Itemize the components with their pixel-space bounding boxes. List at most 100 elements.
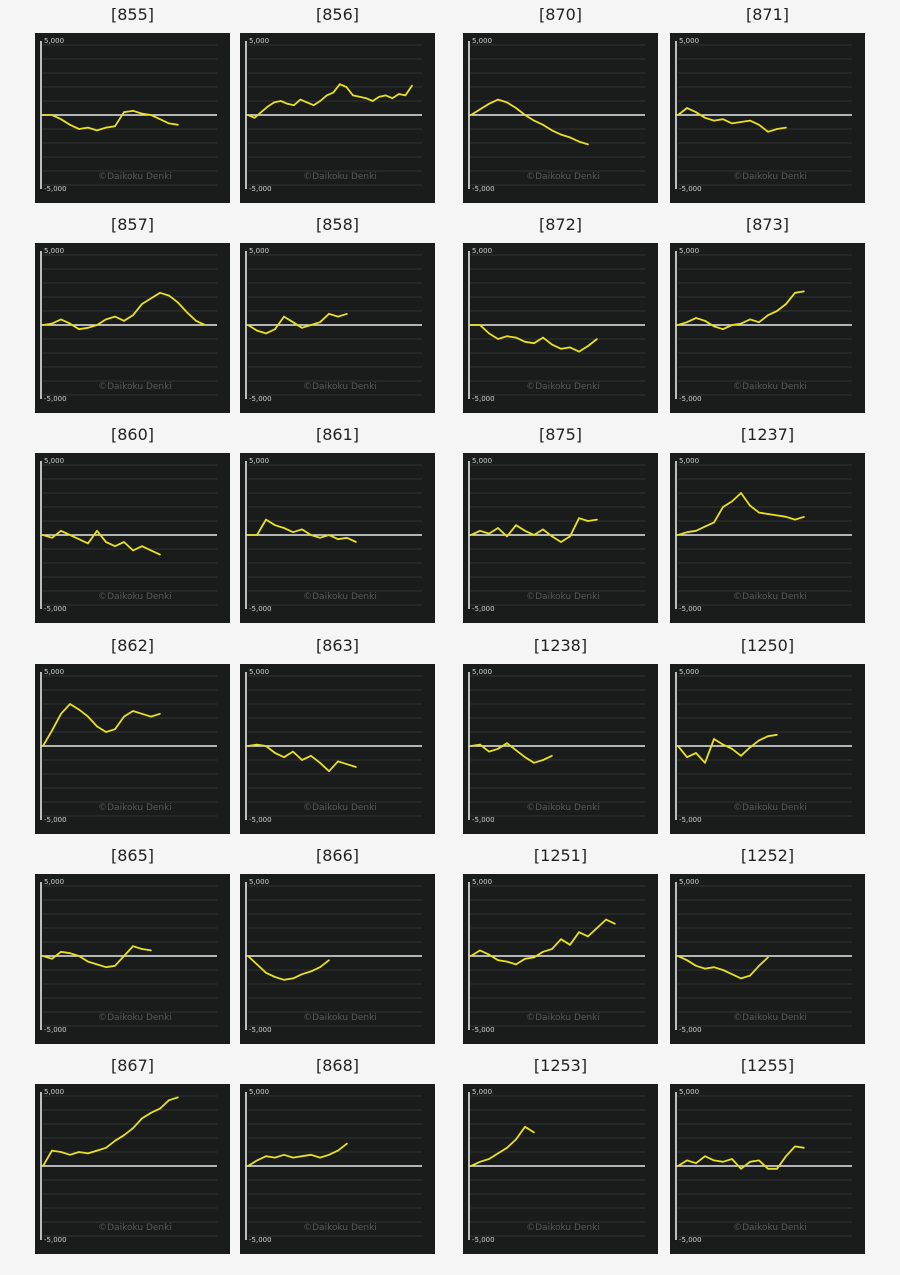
data-point	[686, 531, 688, 533]
data-point	[337, 538, 339, 540]
data-point	[470, 534, 472, 536]
chart-panel: 5,000 -5,000 ©Daikoku Denki	[35, 874, 230, 1044]
chart-title: [855]	[110, 5, 155, 24]
data-point	[51, 1149, 53, 1152]
data-point	[283, 527, 285, 529]
data-point	[319, 100, 321, 102]
chart-title: [873]	[745, 215, 790, 234]
data-point	[265, 1155, 267, 1157]
y-tick-label-min: -5,000	[44, 605, 67, 613]
data-point	[247, 745, 249, 747]
line-chart-svg: 5,000 -5,000 ©Daikoku Denki	[40, 878, 217, 1034]
chart-cell: [866] 5,000 -5,000 ©Daikoku Denki	[240, 846, 435, 1044]
data-point	[346, 763, 348, 765]
watermark: ©Daikoku Denki	[733, 1013, 807, 1023]
data-point	[542, 124, 544, 126]
chart-title: [1253]	[533, 1056, 588, 1075]
chart-cell: [1251] 5,000 -5,000 ©Daikoku Denki	[463, 846, 658, 1044]
data-point	[749, 318, 751, 321]
chart-cell: [873] 5,000 -5,000 ©Daikoku Denki	[670, 215, 865, 413]
data-point	[69, 952, 71, 954]
line-chart-svg: 5,000 -5,000 ©Daikoku Denki	[245, 878, 422, 1034]
data-point	[731, 500, 733, 503]
data-point	[587, 935, 589, 938]
data-point	[767, 513, 769, 515]
line-chart-svg: 5,000 -5,000 ©Daikoku Denki	[468, 37, 645, 193]
data-point	[695, 317, 697, 319]
data-point	[42, 114, 44, 116]
data-point	[274, 976, 276, 978]
y-tick-label-max: 5,000	[44, 457, 64, 465]
data-point	[96, 129, 98, 132]
y-tick-label-min: -5,000	[679, 1026, 702, 1034]
data-point	[260, 111, 262, 113]
y-tick-label-max: 5,000	[44, 668, 64, 676]
data-point	[758, 511, 760, 514]
data-point	[150, 297, 152, 300]
data-point	[292, 977, 294, 980]
data-point	[96, 963, 98, 966]
data-point	[328, 770, 330, 772]
y-tick-label-max: 5,000	[44, 37, 64, 45]
data-point	[767, 314, 769, 316]
data-point	[346, 537, 348, 539]
data-point	[346, 313, 348, 315]
data-point	[506, 742, 508, 744]
chart-title: [866]	[315, 846, 360, 865]
y-tick-label-min: -5,000	[44, 185, 67, 193]
data-point	[78, 328, 80, 330]
data-point	[391, 97, 394, 99]
data-point	[470, 324, 472, 326]
data-point	[301, 1155, 303, 1157]
chart-panel: 5,000 -5,000 ©Daikoku Denki	[240, 453, 435, 623]
series-line	[470, 742, 553, 764]
data-point	[177, 301, 179, 304]
data-point	[560, 541, 562, 543]
data-point	[470, 955, 472, 957]
y-tick-label-max: 5,000	[679, 1088, 699, 1096]
chart-cell: [1253] 5,000 -5,000 ©Daikoku Denki	[463, 1056, 658, 1254]
data-point	[731, 973, 733, 975]
data-point	[319, 966, 321, 968]
data-point	[578, 931, 580, 933]
data-point	[177, 1096, 179, 1099]
data-point	[123, 541, 125, 543]
data-point	[704, 320, 706, 322]
chart-title: [872]	[538, 215, 583, 234]
chart-title: [862]	[110, 636, 155, 655]
data-point	[686, 321, 688, 323]
line-chart-svg: 5,000 -5,000 ©Daikoku Denki	[245, 247, 422, 403]
data-point	[325, 94, 328, 97]
chart-panel: 5,000 -5,000 ©Daikoku Denki	[670, 664, 865, 834]
y-tick-label-min: -5,000	[679, 1236, 702, 1244]
y-tick-label-max: 5,000	[249, 878, 269, 886]
y-tick-label-min: -5,000	[44, 1026, 67, 1034]
data-point	[355, 766, 357, 768]
data-point	[337, 760, 339, 763]
data-point	[319, 321, 321, 323]
data-point	[339, 83, 341, 85]
chart-panel: 5,000 -5,000 ©Daikoku Denki	[240, 1084, 435, 1254]
data-point	[506, 101, 508, 104]
data-point	[551, 755, 553, 757]
chart-cell: [1238] 5,000 -5,000 ©Daikoku Denki	[463, 636, 658, 834]
chart-cell: [863] 5,000 -5,000 ©Daikoku Denki	[240, 636, 435, 834]
data-point	[60, 530, 62, 532]
data-point	[78, 955, 80, 957]
data-point	[51, 729, 53, 732]
data-point	[256, 534, 258, 536]
chart-title: [857]	[110, 215, 155, 234]
watermark: ©Daikoku Denki	[303, 592, 377, 602]
data-point	[758, 965, 760, 967]
y-tick-label-min: -5,000	[679, 816, 702, 824]
chart-panel: 5,000 -5,000 ©Daikoku Denki	[35, 453, 230, 623]
data-point	[497, 959, 499, 961]
y-tick-label-max: 5,000	[249, 37, 269, 45]
data-point	[332, 91, 335, 94]
data-point	[740, 492, 742, 494]
data-point	[384, 94, 387, 97]
line-chart-svg: 5,000 -5,000 ©Daikoku Denki	[245, 457, 422, 613]
data-point	[794, 518, 796, 521]
series-line	[677, 955, 769, 980]
data-point	[273, 101, 276, 104]
